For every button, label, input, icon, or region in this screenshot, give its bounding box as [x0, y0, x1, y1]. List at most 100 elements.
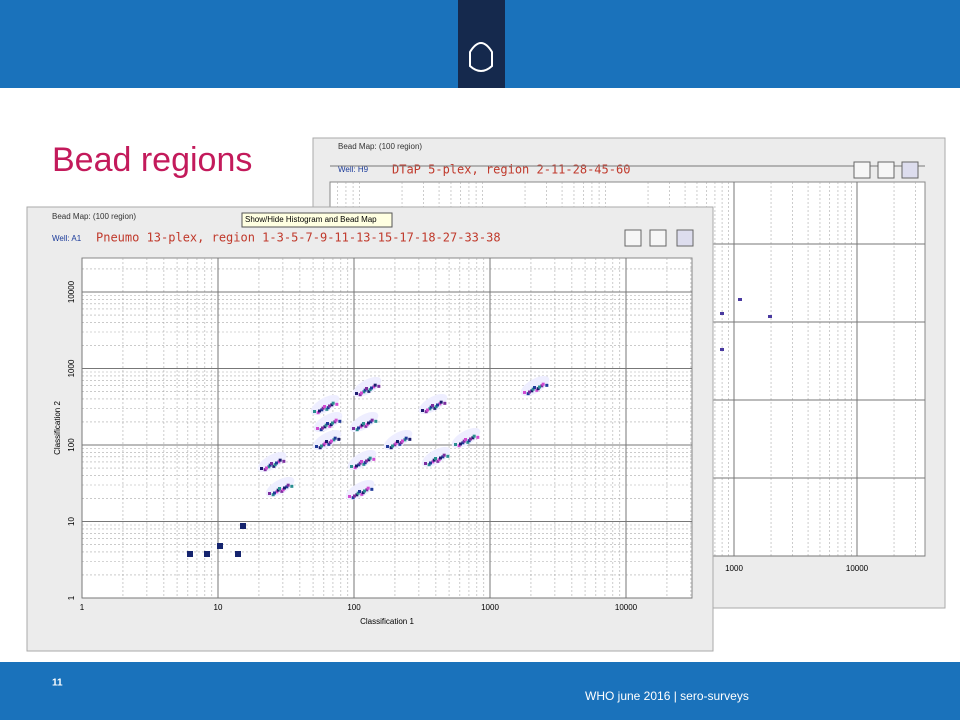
- x-tick-label: 10: [214, 603, 223, 612]
- bead: [398, 442, 402, 446]
- toolbar-button[interactable]: [624, 229, 642, 247]
- bead: [368, 388, 372, 392]
- bead: [323, 425, 327, 429]
- bead: [366, 486, 370, 490]
- bead: [328, 404, 331, 408]
- bead: [271, 493, 275, 497]
- bead: [275, 490, 279, 494]
- bead: [325, 407, 329, 411]
- bead: [360, 423, 364, 427]
- bead: [353, 494, 356, 498]
- bead: [526, 392, 530, 396]
- bead: [768, 315, 772, 318]
- bead: [394, 441, 398, 445]
- window-header: Bead Map: (100 region): [338, 142, 422, 151]
- bead: [363, 388, 367, 392]
- bead: [272, 464, 276, 468]
- bead: [320, 408, 324, 412]
- bead: [365, 488, 369, 492]
- y-tick-label: 10: [67, 517, 76, 526]
- bead: [324, 423, 328, 427]
- bead: [459, 442, 462, 446]
- bead: [350, 465, 353, 468]
- bead: [355, 428, 359, 432]
- slide-title: Bead regions: [52, 141, 252, 179]
- bead: [389, 446, 393, 450]
- bead: [457, 444, 461, 448]
- bead: [362, 462, 366, 466]
- bead: [370, 386, 373, 390]
- bead: [370, 418, 374, 422]
- bead: [275, 461, 278, 465]
- toolbar-button[interactable]: [676, 229, 694, 247]
- y-axis-label: Classification 2: [53, 401, 62, 455]
- bead: [535, 388, 539, 392]
- bead: [321, 426, 324, 430]
- bead: [464, 438, 467, 441]
- bead: [313, 410, 316, 413]
- bead: [365, 459, 368, 463]
- bead: [359, 425, 363, 429]
- bead: [467, 439, 471, 443]
- bead: [424, 462, 427, 465]
- bead: [315, 445, 318, 448]
- bead: [538, 385, 541, 389]
- bead: [273, 491, 276, 495]
- bead: [363, 461, 367, 465]
- bead: [353, 466, 357, 470]
- y-tick-label: 10000: [67, 280, 76, 303]
- x-tick-label: 1000: [725, 564, 743, 573]
- bead: [540, 384, 544, 388]
- bead: [356, 491, 360, 495]
- bead: [355, 464, 358, 468]
- bead: [281, 488, 285, 492]
- bead: [267, 465, 271, 469]
- bead: [286, 483, 290, 487]
- bead: [273, 463, 277, 467]
- bead: [318, 446, 322, 450]
- bead: [326, 422, 329, 425]
- bead: [369, 420, 373, 424]
- bead: [327, 442, 331, 446]
- bead: [720, 312, 724, 315]
- toolbar-button[interactable]: [901, 161, 919, 179]
- bead: [436, 459, 440, 463]
- bead: [358, 461, 362, 465]
- bead: [471, 436, 475, 440]
- bead: [437, 458, 441, 462]
- bead: [268, 463, 272, 467]
- toolbar-button[interactable]: [649, 229, 667, 247]
- x-tick-label: 10000: [846, 564, 869, 573]
- bead: [357, 463, 361, 467]
- bead: [427, 463, 431, 467]
- bead: [545, 383, 549, 387]
- bead: [373, 383, 377, 387]
- bead: [337, 437, 341, 441]
- bead: [372, 385, 376, 389]
- bead: [333, 420, 337, 424]
- bead: [204, 551, 210, 557]
- bead: [265, 466, 268, 470]
- bead: [391, 444, 394, 448]
- toolbar-button[interactable]: [853, 161, 871, 179]
- bead: [364, 424, 368, 428]
- bead: [533, 386, 536, 389]
- toolbar-button[interactable]: [877, 161, 895, 179]
- bead: [442, 453, 446, 457]
- bead: [439, 456, 442, 460]
- bead: [367, 421, 370, 425]
- bead: [318, 409, 321, 413]
- bead: [352, 427, 355, 430]
- bead: [377, 384, 381, 388]
- bead: [363, 489, 366, 493]
- bead: [362, 422, 365, 425]
- bead: [338, 419, 342, 423]
- bead: [431, 404, 434, 407]
- bead: [276, 488, 280, 492]
- bead: [351, 496, 355, 500]
- bead: [365, 387, 368, 390]
- bead: [362, 390, 366, 394]
- bead: [334, 418, 338, 422]
- bead: [454, 443, 457, 446]
- bead: [355, 493, 359, 497]
